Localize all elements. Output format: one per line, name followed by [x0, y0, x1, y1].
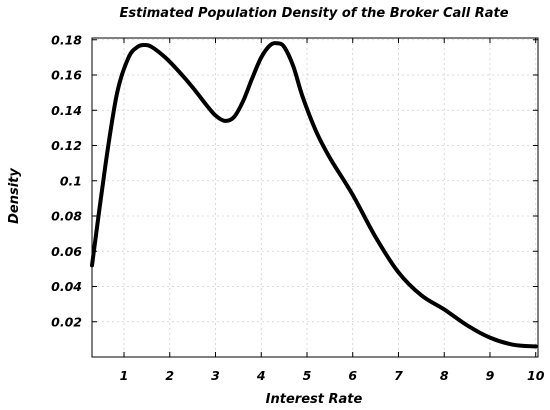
- x-tick-labels: 1 2 3 4 5 6 7 8 9 10: [120, 368, 545, 383]
- y-tick-label: 0.18: [51, 32, 82, 47]
- y-tick-label: 0.06: [51, 244, 82, 259]
- y-tick-labels: 0.02 0.04 0.06 0.08 0.1 0.12 0.14 0.16 0.18: [51, 32, 82, 329]
- x-tick-label: 3: [211, 368, 220, 383]
- y-tick-label: 0.08: [51, 209, 82, 224]
- x-tick-label: 6: [348, 368, 357, 383]
- y-tick-label: 0.04: [51, 279, 82, 294]
- chart-title: Estimated Population Density of the Brok…: [119, 6, 508, 21]
- x-tick-label: 8: [440, 368, 449, 383]
- x-tick-label: 4: [256, 368, 266, 383]
- x-tick-label: 5: [303, 368, 312, 383]
- x-tick-label: 9: [486, 368, 495, 383]
- x-axis-label: Interest Rate: [266, 392, 363, 407]
- y-tick-label: 0.16: [51, 68, 82, 83]
- y-tick-label: 0.1: [60, 173, 82, 188]
- axis-ticks: [92, 38, 538, 357]
- x-tick-label: 2: [165, 368, 174, 383]
- x-tick-label: 1: [120, 368, 129, 383]
- y-tick-label: 0.14: [51, 103, 82, 118]
- y-tick-label: 0.12: [51, 138, 82, 153]
- y-axis-label: Density: [7, 168, 22, 224]
- x-tick-label: 7: [394, 368, 403, 383]
- y-tick-label: 0.02: [51, 314, 82, 329]
- grid: [92, 38, 538, 357]
- density-series-line: [90, 41, 538, 349]
- x-tick-label: 10: [527, 368, 545, 383]
- plot-frame: [91, 37, 539, 358]
